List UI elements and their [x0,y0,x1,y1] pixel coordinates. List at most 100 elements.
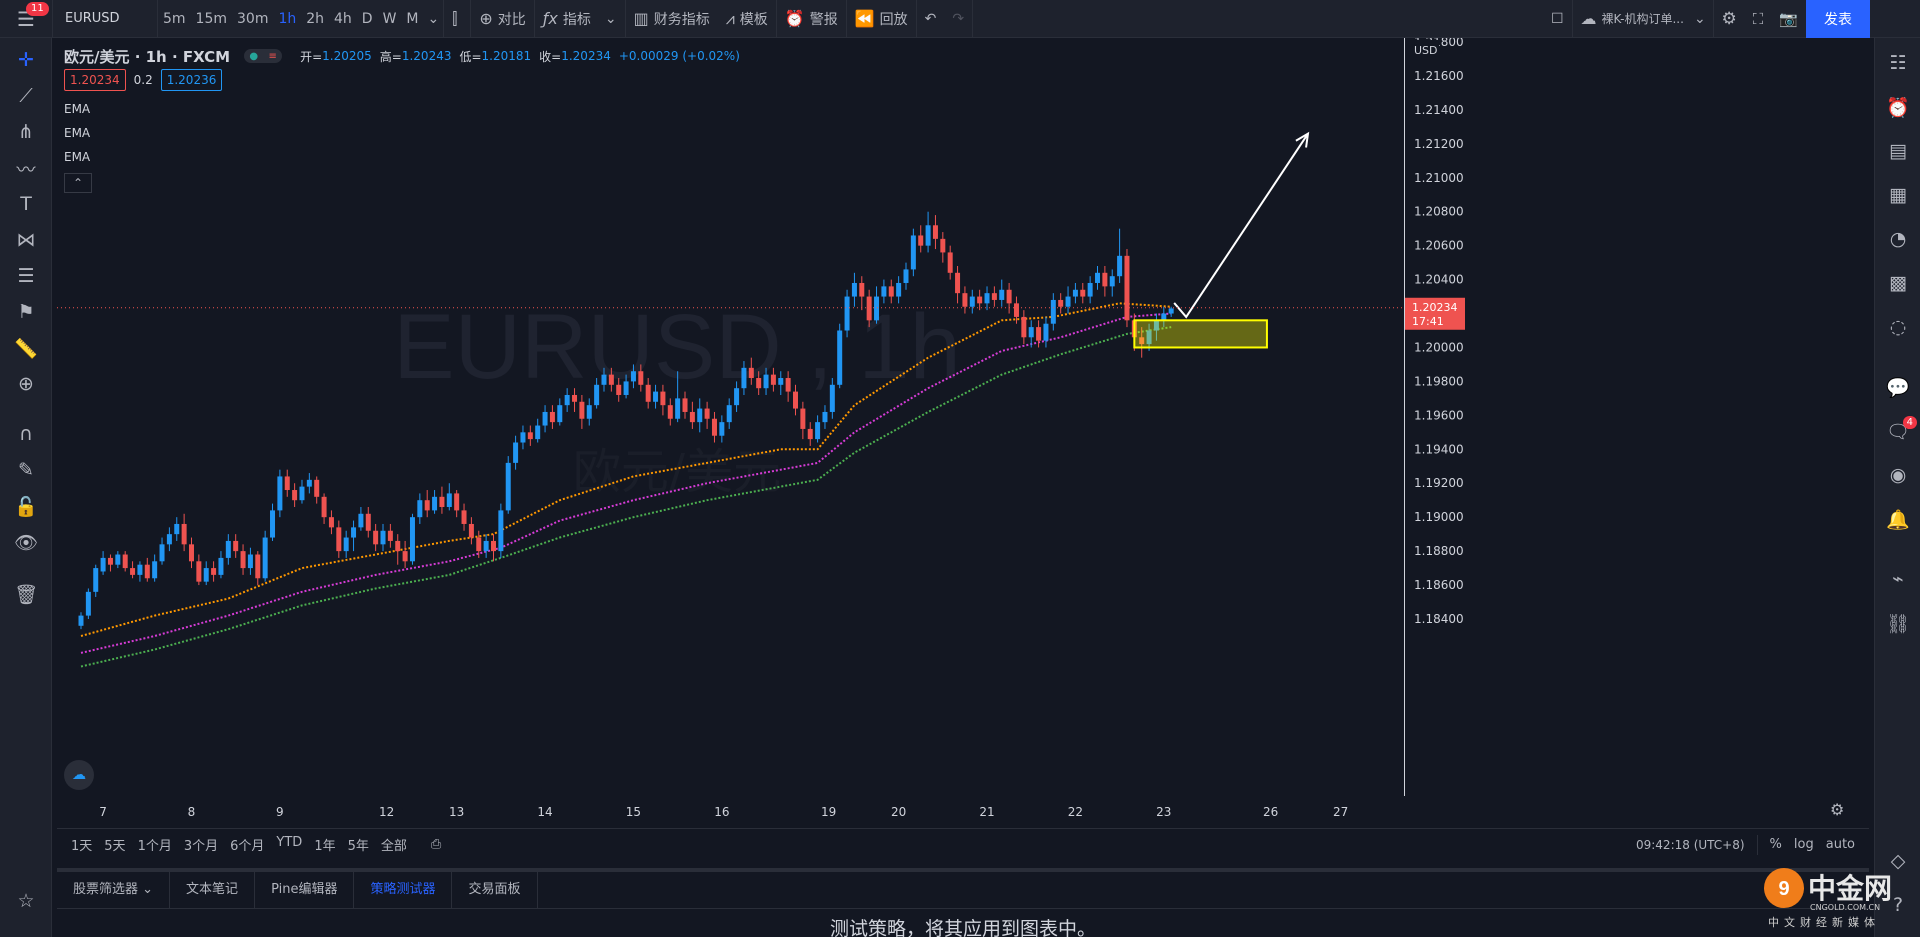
bottom-tab[interactable]: 交易面板 [452,872,538,908]
indicators-button[interactable]: ƒx 指标 ⌄ [535,0,625,38]
compare-button[interactable]: ⊕ 对比 [471,0,533,38]
alerts-panel-button[interactable]: ⏰ [1875,90,1920,124]
percent-toggle[interactable]: % [1769,837,1782,852]
favorites-tool[interactable]: ☆ [0,885,52,917]
zoom-tool[interactable]: ⊕ [0,368,52,400]
ema-line[interactable] [80,326,1172,668]
lightbulb-icon: ◌ [1889,316,1907,338]
streams-button[interactable]: ◉ [1875,458,1920,492]
candle [85,588,91,619]
range-button[interactable]: 1个月 [137,839,172,854]
price-chart[interactable]: EURUSD , 1h 欧元/美元 [57,38,1404,796]
broker-logo[interactable]: ☁ [64,760,94,790]
bottom-tab[interactable]: Pine编辑器 [255,872,355,908]
range-button[interactable]: 全部 [380,839,407,854]
layers-button[interactable]: ◇ [1875,844,1920,878]
magnet-tool[interactable]: ∩ [0,418,52,450]
interval-W[interactable]: W [382,10,397,27]
series-visibility-toggle[interactable]: ● ≡ [244,49,283,63]
financials-button[interactable]: ▥ 财务指标 [626,0,718,38]
range-button[interactable]: 1天 [71,839,93,854]
range-button[interactable]: 5年 [347,839,369,854]
log-toggle[interactable]: log [1793,837,1814,852]
goto-date-button[interactable]: ⎙ [425,837,447,852]
range-button[interactable]: 6个月 [230,839,265,854]
crosshair-tool[interactable]: ✛ [0,44,52,76]
interval-2h[interactable]: 2h [306,10,325,27]
symbol-search-button[interactable]: EURUSD [65,11,120,26]
pitchfork-tool[interactable]: ⋔ [0,116,52,148]
sell-price-button[interactable]: 1.20234 [64,69,126,91]
range-button[interactable]: 1年 [314,839,336,854]
demand-zone-rectangle[interactable] [1133,319,1268,349]
measure-tool[interactable]: 📏 [0,332,52,364]
indicator-ema[interactable]: EMA [64,126,91,140]
settings-button[interactable]: ⚙ [1714,0,1745,38]
fullscreen-button[interactable]: ⛶ [1745,0,1772,38]
text-tool[interactable]: T [0,188,52,220]
publish-button[interactable]: 发表 [1806,0,1870,38]
layout-selector[interactable]: ☁ 裸K-机构订单... ⌄ [1573,0,1713,38]
watermark-symbol: EURUSD , 1h [393,296,961,398]
forecast-arrow[interactable] [1173,133,1309,319]
data-window-button[interactable]: ▤ [1875,134,1920,168]
axis-settings-button[interactable]: ⚙ [1830,800,1844,819]
replay-button[interactable]: ⏪ 回放 [847,0,916,38]
calendar-button[interactable]: ▩ [1875,266,1920,300]
stay-drawing-tool[interactable]: ✎ [0,454,52,486]
chats-button[interactable]: 💬 [1875,370,1920,404]
range-button[interactable]: YTD [276,835,303,850]
ideas-button[interactable]: ◌ [1875,310,1920,344]
news-button[interactable]: ▦ [1875,178,1920,212]
range-button[interactable]: 5天 [104,839,126,854]
indicator-ema[interactable]: EMA [64,102,91,116]
interval-D[interactable]: D [361,10,373,27]
legend-main-series[interactable]: 欧元/美元 · 1h · FXCM ● ≡ 开= 1.20205 高= 1.20243… [64,46,748,66]
lock-drawings-tool[interactable]: 🔓 [0,490,52,522]
bottom-tab[interactable]: 股票筛选器 ⌄ [57,872,171,908]
alert-button[interactable]: ⏰ 警报 [777,0,846,38]
interval-1h[interactable]: 1h [278,10,297,27]
interval-15m[interactable]: 15m [195,10,227,27]
hotlists-button[interactable]: ◔ [1875,222,1920,256]
trend-line-tool[interactable]: ⟋ [0,80,52,112]
widget-toolbar: ☷ ⏰ ▤ ▦ ◔ ▩ ◌ 💬 🗨 4 ◉ 🔔 ⌁ ⛓ ◇ ? [1874,38,1920,937]
interval-dropdown-icon[interactable]: ⌄ [427,10,440,27]
hide-drawings-tool[interactable]: 👁 [0,526,52,558]
interval-4h[interactable]: 4h [334,10,352,27]
private-chats-button[interactable]: 🗨 4 [1875,414,1920,448]
time-axis[interactable]: 78912131415161920212223262728 [57,796,1404,826]
bottom-tab[interactable]: 文本笔记 [170,872,256,908]
interval-M[interactable]: M [406,10,419,27]
remove-drawings-tool[interactable]: 🗑 [0,578,52,610]
dom-button[interactable]: ⛓ [1875,606,1920,640]
ema-line[interactable] [80,312,1172,654]
redo-button[interactable]: ↷ [944,0,972,38]
interval-5m[interactable]: 5m [163,10,186,27]
bottom-tab[interactable]: 策略测试器 [354,872,453,908]
order-panel-button[interactable]: ⌁ [1875,562,1920,596]
collapse-legend-button[interactable]: ⌃ [64,173,92,193]
interval-30m[interactable]: 30m [237,10,269,27]
pattern-tool[interactable]: ⋈ [0,224,52,256]
brush-tool[interactable]: 〰 [0,152,52,184]
clock[interactable]: 09:42:18 (UTC+8) [1635,837,1745,852]
prediction-tool[interactable]: ☰ [0,260,52,292]
watchlist-button[interactable]: ☷ [1875,46,1920,80]
range-button[interactable]: 3个月 [183,839,219,854]
help-button[interactable]: ? [1875,888,1920,922]
undo-button[interactable]: ↶ [917,0,945,38]
snapshot-button[interactable]: 📷 [1771,0,1806,38]
chart-type-button[interactable]: ⫿ [444,0,470,38]
ema-line[interactable] [80,302,1172,637]
price-axis[interactable]: 1.218001.216001.214001.212001.210001.208… [1404,38,1869,796]
indicator-ema[interactable]: EMA [64,150,91,164]
buy-price-button[interactable]: 1.20236 [160,69,223,91]
notifications-button[interactable]: 🔔 [1875,502,1920,536]
auto-toggle[interactable]: auto [1825,837,1855,852]
open-key: 开= [300,49,323,64]
main-menu-button[interactable]: ☰ 11 [0,0,52,38]
fullscreen-layout-button[interactable]: ☐ [1543,0,1572,38]
templates-button[interactable]: ⩘ 模板 [718,0,776,38]
icon-tool[interactable]: ⚑ [0,296,52,328]
